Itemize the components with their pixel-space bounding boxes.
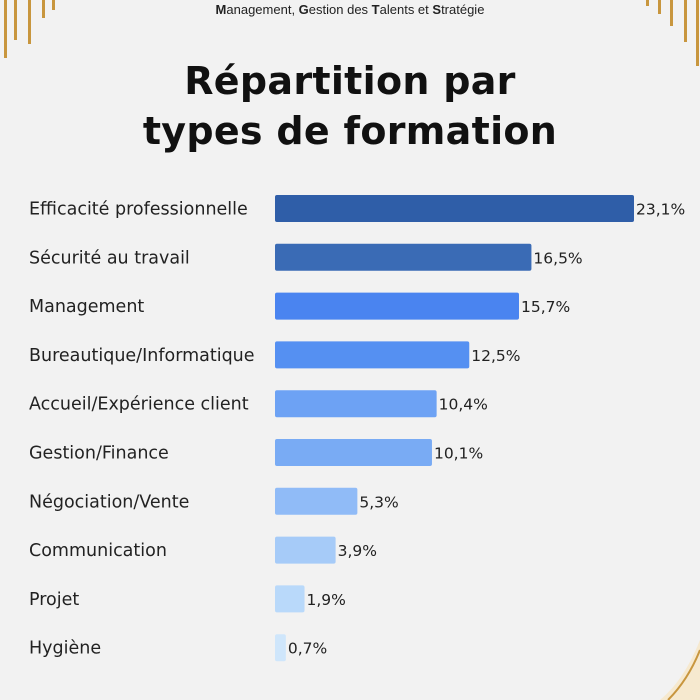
- value-label: 0,7%: [288, 640, 327, 658]
- category-label: Sécurité au travail: [29, 248, 190, 268]
- category-label: Bureautique/Informatique: [29, 346, 255, 366]
- value-label: 10,4%: [439, 396, 488, 414]
- category-label: Communication: [29, 541, 167, 561]
- bar: [275, 195, 634, 222]
- value-label: 5,3%: [359, 493, 398, 511]
- tagline-initial: S: [432, 2, 442, 17]
- tagline-initial: T: [371, 2, 380, 17]
- value-label: 15,7%: [521, 298, 570, 316]
- value-label: 10,1%: [434, 445, 483, 463]
- tagline-initial: G: [298, 2, 309, 17]
- value-label: 23,1%: [636, 201, 685, 219]
- tagline-part: tratégie: [441, 2, 485, 17]
- bar: [275, 585, 305, 613]
- value-label: 1,9%: [307, 591, 346, 609]
- bar: [275, 341, 470, 369]
- bar-chart: Efficacité professionnelle 23,1% Sécurité …: [29, 195, 685, 662]
- value-label: 3,9%: [338, 542, 377, 560]
- paper-curl-decoration: [660, 640, 700, 700]
- chart-title-line-2: types de formation: [142, 109, 558, 153]
- category-label: Gestion/Finance: [29, 444, 169, 464]
- tagline-part: estion des: [308, 2, 372, 17]
- bar: [275, 536, 336, 564]
- bar: [275, 439, 432, 466]
- value-label: 12,5%: [471, 347, 520, 365]
- bar: [275, 292, 519, 320]
- bar: [275, 487, 358, 515]
- chart-title-line-1: Répartition par: [184, 59, 516, 103]
- category-label: Négociation/Vente: [29, 492, 189, 512]
- bar: [275, 634, 286, 662]
- bar: [275, 390, 437, 418]
- organization-tagline: Management, Gestion des Talents et Strat…: [0, 2, 700, 17]
- category-label: Hygiène: [29, 639, 101, 659]
- category-label: Accueil/Expérience client: [29, 395, 249, 415]
- value-label: 16,5%: [533, 249, 582, 267]
- chart-title: Répartition par types de formation: [0, 56, 700, 156]
- category-label: Management: [29, 297, 144, 317]
- category-label: Efficacité professionnelle: [29, 200, 248, 220]
- tagline-part: anagement,: [226, 2, 299, 17]
- tagline-initial: M: [215, 2, 227, 17]
- category-label: Projet: [29, 590, 79, 610]
- tagline-part: alents et: [379, 2, 433, 17]
- bar: [275, 243, 532, 271]
